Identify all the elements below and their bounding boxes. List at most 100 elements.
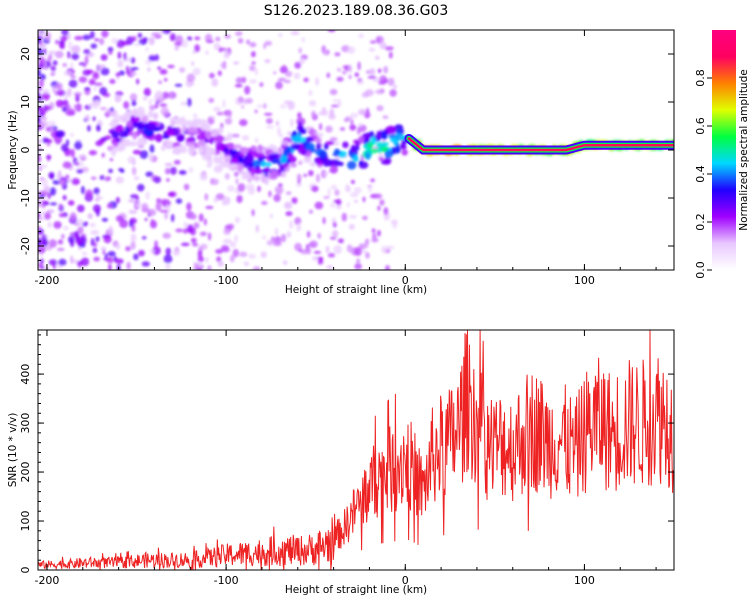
spectrogram-noise-cell <box>47 139 53 144</box>
spectrogram-noise-cell <box>95 236 100 242</box>
spectrogram-noise-cell <box>92 71 100 80</box>
spectrogram-noise-cell <box>70 133 74 137</box>
spectrogram-noise-cell <box>327 30 336 33</box>
spectrogram-noise-cell <box>311 110 316 119</box>
spectrogram-noise-cell <box>335 205 342 210</box>
spectrogram-ridge-cell <box>394 128 403 134</box>
spectrogram-noise-cell <box>159 209 169 213</box>
spectrogram-noise-cell <box>233 61 240 65</box>
spectrogram-noise-cell <box>55 99 65 108</box>
spectrogram-noise-cell <box>94 38 100 42</box>
spectrogram-noise-cell <box>53 221 62 229</box>
spectrogram-noise-cell <box>332 230 338 238</box>
y-tick-label: -10 <box>19 189 32 207</box>
spectrogram-ridge-cell <box>153 112 159 120</box>
spectrogram-ridge-cell <box>264 166 270 173</box>
spectrogram-noise-cell <box>57 239 64 245</box>
spectrogram-noise-cell <box>145 47 149 52</box>
spectrogram-noise-cell <box>206 40 214 44</box>
spectrogram-noise-cell <box>234 171 239 177</box>
spectrogram-noise-cell <box>131 166 137 176</box>
spectrogram-noise-cell <box>84 114 90 122</box>
spectrogram-noise-cell <box>67 235 75 244</box>
spectrogram-noise-cell <box>81 257 90 266</box>
spectrogram-ridge-cell <box>230 157 239 165</box>
spectrogram-noise-cell <box>306 230 311 238</box>
spectrogram-noise-cell <box>207 159 214 167</box>
spectrogram-noise-cell <box>370 40 377 44</box>
colorbar: 0.0 0.2 0.4 0.6 0.8 Normalized spectral ampl… <box>694 30 750 279</box>
spectrogram-noise-cell <box>284 201 293 210</box>
spectrogram-noise-cell <box>317 232 322 239</box>
spectrogram-noise-cell <box>269 213 274 219</box>
spectrogram-noise-cell <box>175 198 183 204</box>
spectrogram-noise-cell <box>52 85 57 93</box>
spectrogram-noise-cell <box>40 121 49 127</box>
spectrogram-noise-cell <box>347 46 356 54</box>
spectrogram-ridge-cell <box>211 128 220 137</box>
spectrogram-noise-cell <box>378 80 387 85</box>
spectrogram-noise-cell <box>108 263 112 270</box>
spectrogram-noise-cell <box>261 235 267 240</box>
spectrogram-noise-cell <box>198 261 202 269</box>
spectrogram-noise-cell <box>92 204 101 213</box>
spectrogram-noise-cell <box>38 79 45 88</box>
spectrogram-noise-cell <box>228 113 232 118</box>
spectrogram-ridge-cell <box>394 132 404 141</box>
spectrogram-noise-cell <box>350 192 359 198</box>
spectrogram-noise-cell <box>281 64 287 71</box>
spectrogram-noise-cell <box>349 215 357 219</box>
spectrogram-noise-cell <box>264 59 271 63</box>
x-tick-label: 100 <box>574 574 595 587</box>
spectrogram-noise-cell <box>323 195 330 200</box>
spectrogram-noise-cell <box>126 36 134 45</box>
spectrogram-noise-cell <box>48 171 55 179</box>
spectrogram-noise-cell <box>238 96 244 103</box>
spectrogram-ridge-cell <box>114 145 125 152</box>
spectrogram-noise-cell <box>41 200 49 205</box>
colorbar-tick-label: 0.8 <box>694 69 707 87</box>
spectrogram-ridge-cell <box>342 141 349 149</box>
ridge-band-core <box>407 137 674 152</box>
spectrogram-noise-cell <box>354 263 362 270</box>
spectrogram-noise-cell <box>131 99 137 107</box>
spectrogram-noise-cell <box>116 39 125 48</box>
spectrogram-noise-cell <box>168 93 175 99</box>
spectrogram-noise-cell <box>298 160 303 166</box>
spectrogram-noise-cell <box>246 39 251 45</box>
spectrogram-noise-cell <box>356 258 361 264</box>
spectrogram-noise-cell <box>97 65 104 70</box>
colorbar-tick-label: 0.4 <box>694 165 707 183</box>
y-tick-label: 0 <box>19 147 32 154</box>
spectrogram-noise-cell <box>137 32 143 39</box>
spectrogram-noise-cell <box>38 164 48 169</box>
spectrogram-ridge-cell <box>306 151 312 158</box>
spectrogram-noise-cell <box>362 196 366 203</box>
spectrogram-noise-cell <box>129 217 137 225</box>
spectrogram-noise-cell <box>88 78 96 86</box>
spectrogram-noise-cell <box>341 70 347 75</box>
spectrogram-noise-cell <box>236 194 243 204</box>
spectrogram-ridge-cell <box>316 142 322 151</box>
spectrogram-ridge-cell <box>202 124 212 130</box>
spectrogram-noise-cell <box>154 240 158 250</box>
spectrogram-noise-cell <box>254 109 258 114</box>
spectrogram-noise-cell <box>303 173 308 177</box>
snr-y-label: SNR (10 * v/v) <box>7 413 19 488</box>
spectrogram-noise-cell <box>123 52 127 61</box>
spectrogram-ridge-cell <box>196 133 207 141</box>
spectrogram-ridge-cell <box>187 126 198 134</box>
spectrogram-noise-cell <box>194 44 201 53</box>
spectrogram-noise-cell <box>381 245 388 254</box>
y-tick-label: 200 <box>19 462 32 483</box>
spectrogram-noise-cell <box>199 231 207 237</box>
spectrogram-noise-cell <box>234 234 239 243</box>
spectrogram-noise-cell <box>47 221 52 229</box>
spectrogram-noise-cell <box>216 111 224 116</box>
spectrogram-noise-cell <box>350 119 354 126</box>
spectrogram-noise-cell <box>325 245 330 254</box>
spectrogram-noise-cell <box>215 36 221 42</box>
x-tick-label: -200 <box>34 574 59 587</box>
spectrogram-noise-cell <box>99 175 105 181</box>
